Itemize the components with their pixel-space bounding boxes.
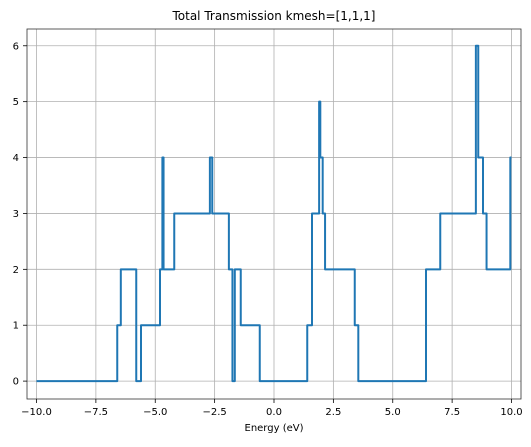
chart-title: Total Transmission kmesh=[1,1,1] (171, 9, 375, 23)
y-tick-label: 6 (13, 41, 19, 52)
y-tick-label: 2 (13, 265, 19, 276)
grid-lines (27, 29, 521, 399)
x-tick-label: 2.5 (325, 407, 341, 418)
transmission-series-line (36, 44, 512, 383)
y-tick-label: 5 (13, 97, 19, 108)
y-tick-label: 1 (13, 321, 19, 332)
axis-ticks: −10.0 −7.5 −5.0 −2.5 0.0 2.5 5.0 7.5 10.0 0 1 2 3 4 5 6 (13, 41, 523, 418)
y-tick-label: 3 (13, 209, 19, 220)
x-tick-label: −2.5 (202, 407, 226, 418)
x-tick-label: −10.0 (21, 407, 52, 418)
x-tick-label: 0.0 (266, 407, 282, 418)
y-tick-label: 0 (13, 377, 19, 388)
x-tick-label: 5.0 (385, 407, 401, 418)
x-tick-label: 10.0 (500, 407, 522, 418)
x-tick-label: 7.5 (444, 407, 460, 418)
x-axis-label: Energy (eV) (245, 423, 304, 434)
x-tick-label: −5.0 (143, 407, 167, 418)
y-tick-label: 4 (13, 153, 19, 164)
x-tick-label: −7.5 (84, 407, 108, 418)
